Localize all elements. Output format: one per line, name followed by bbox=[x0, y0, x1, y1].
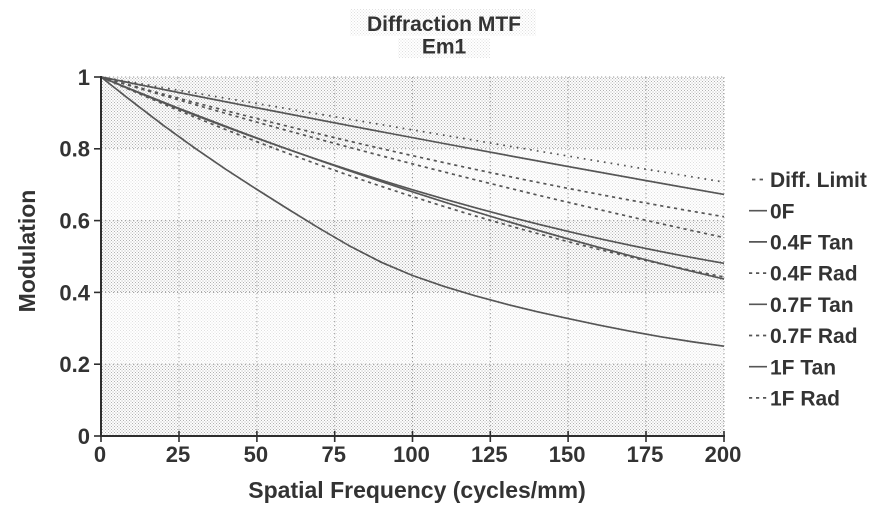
svg-text:1: 1 bbox=[78, 65, 90, 90]
svg-text:Spatial Frequency (cycles/mm): Spatial Frequency (cycles/mm) bbox=[248, 477, 585, 503]
svg-text:150: 150 bbox=[549, 442, 586, 467]
svg-text:0.7F Rad: 0.7F Rad bbox=[770, 325, 858, 348]
svg-text:125: 125 bbox=[471, 442, 508, 467]
svg-text:0.4: 0.4 bbox=[59, 280, 90, 305]
svg-text:0.2: 0.2 bbox=[59, 352, 90, 377]
svg-text:100: 100 bbox=[393, 442, 430, 467]
svg-text:0.4F Rad: 0.4F Rad bbox=[770, 263, 858, 286]
svg-text:0.6: 0.6 bbox=[59, 209, 90, 234]
svg-text:25: 25 bbox=[166, 442, 190, 467]
svg-text:1F Tan: 1F Tan bbox=[770, 356, 836, 379]
svg-text:Em1: Em1 bbox=[422, 36, 467, 59]
svg-text:0: 0 bbox=[78, 424, 90, 449]
svg-text:0.7F Tan: 0.7F Tan bbox=[770, 294, 854, 317]
svg-text:1F Rad: 1F Rad bbox=[770, 388, 840, 411]
svg-text:200: 200 bbox=[705, 442, 742, 467]
svg-text:0F: 0F bbox=[770, 200, 795, 223]
svg-text:Modulation: Modulation bbox=[14, 190, 40, 313]
svg-text:0.8: 0.8 bbox=[59, 137, 90, 162]
svg-text:0.4F Tan: 0.4F Tan bbox=[770, 232, 854, 255]
svg-text:Diffraction MTF: Diffraction MTF bbox=[367, 13, 521, 36]
svg-text:Diff. Limit: Diff. Limit bbox=[770, 169, 867, 192]
svg-text:0: 0 bbox=[94, 442, 106, 467]
svg-text:175: 175 bbox=[627, 442, 664, 467]
svg-text:50: 50 bbox=[244, 442, 268, 467]
svg-text:75: 75 bbox=[321, 442, 345, 467]
